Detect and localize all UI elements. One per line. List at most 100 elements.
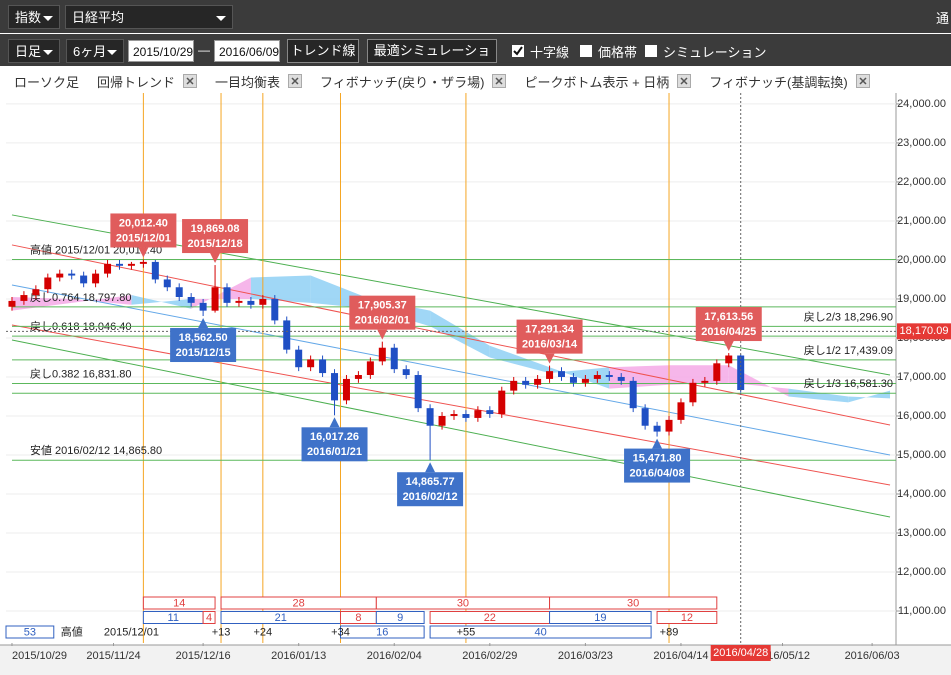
cycle-box xyxy=(375,611,425,624)
close-cross xyxy=(495,77,503,85)
candle-body xyxy=(199,302,207,311)
label-box xyxy=(182,219,249,254)
candle-body xyxy=(259,298,267,305)
close-cross xyxy=(291,77,299,85)
date-from[interactable]: 2015/10/29 xyxy=(128,40,194,62)
candle-body xyxy=(20,295,28,301)
candle-body xyxy=(366,361,374,376)
cloud xyxy=(250,275,311,303)
candle-body xyxy=(307,359,315,368)
tab-label: ピークボトム表示 + 日柄 xyxy=(524,74,670,90)
candle-body xyxy=(151,261,159,280)
candle-body xyxy=(235,300,243,303)
x-tick-label: 2016/02/04 xyxy=(367,650,422,662)
fib-label: 戻し1/2 17,439.09 xyxy=(804,344,893,357)
candle-body xyxy=(390,347,398,370)
label-box xyxy=(170,328,237,363)
tab-close[interactable] xyxy=(855,74,870,88)
regression-line xyxy=(11,339,891,518)
tab[interactable]: 回帰トレンド xyxy=(97,72,198,91)
candle-body xyxy=(271,298,279,321)
candle-body xyxy=(175,287,183,298)
cycle-text: 高値 xyxy=(61,624,83,638)
cycle-count: 19 xyxy=(594,612,606,624)
candle-body xyxy=(725,355,733,364)
tab[interactable]: フィボナッチ(基調転換) xyxy=(709,72,870,91)
close-icon xyxy=(291,77,299,85)
date-to[interactable]: 2016/06/09 xyxy=(214,40,280,62)
index-name[interactable]: 日経平均 xyxy=(65,5,233,29)
tab-label: フィボナッチ(基調転換) xyxy=(709,74,848,90)
tab-label: 回帰トレンド xyxy=(97,74,176,90)
cycle-count: 14 xyxy=(173,597,185,609)
cycle-count: 12 xyxy=(681,612,693,624)
cloud xyxy=(430,310,490,358)
tab[interactable]: ローソク足 xyxy=(14,72,79,91)
close-cross xyxy=(186,77,194,85)
x-tick-label: 2015/12/16 xyxy=(176,650,231,662)
market-type[interactable]: 指数 xyxy=(8,5,60,29)
checkbox-label: 価格帯 xyxy=(598,44,638,60)
label-box xyxy=(110,213,177,248)
cycle-text: +55 xyxy=(457,626,476,638)
tab-close[interactable] xyxy=(288,74,303,88)
check-mark xyxy=(513,46,523,56)
checkbox[interactable]: シミュレーション xyxy=(645,41,766,61)
close-cross xyxy=(859,77,867,85)
tab-label: フィボナッチ(戻り・ザラ場) xyxy=(320,74,485,90)
candle-body xyxy=(534,378,542,385)
checkbox[interactable]: 十字線 xyxy=(512,41,569,61)
candle-body xyxy=(68,273,76,276)
cycle-box xyxy=(656,611,718,624)
candle-body xyxy=(581,378,589,383)
label-pointer xyxy=(329,417,340,428)
candle-body xyxy=(462,414,470,418)
period-unit[interactable]: 日足 xyxy=(8,39,60,63)
candle-body xyxy=(546,371,554,379)
checkbox-box[interactable] xyxy=(580,45,592,57)
candle-body xyxy=(653,425,661,432)
range[interactable]: 6ヶ月 xyxy=(66,39,124,63)
tab[interactable]: フィボナッチ(戻り・ザラ場) xyxy=(320,72,507,91)
tab-label: 一目均衡表 xyxy=(215,74,281,90)
cycle-text: +34 xyxy=(331,626,350,638)
label-pointer xyxy=(210,253,221,264)
candle-body xyxy=(701,380,709,383)
checkbox-box[interactable] xyxy=(512,45,524,57)
checkbox[interactable]: 価格帯 xyxy=(580,41,637,61)
label-pointer xyxy=(544,353,555,364)
tab-close[interactable] xyxy=(183,74,198,88)
cycle-count: 9 xyxy=(397,612,403,624)
candle-body xyxy=(498,390,506,415)
label-value: 17,905.37 xyxy=(358,300,407,312)
label-pointer xyxy=(198,318,209,329)
button[interactable]: トレンド線 xyxy=(287,39,359,63)
label-value: 17,613.56 xyxy=(704,311,753,323)
cycle-box xyxy=(5,625,55,639)
tab-close[interactable] xyxy=(677,74,692,88)
x-tick-label: 2016/02/29 xyxy=(462,650,517,662)
label-value: 19,869.08 xyxy=(191,223,240,235)
tab[interactable]: 一目均衡表 xyxy=(215,72,303,91)
label-box xyxy=(516,319,583,354)
tab-close[interactable] xyxy=(492,74,507,88)
label-pointer xyxy=(723,341,734,352)
candle-body xyxy=(450,414,458,416)
y-tick-label: 15,000.00 xyxy=(897,449,946,461)
tab[interactable]: ピークボトム表示 + 日柄 xyxy=(524,72,692,91)
candle-body xyxy=(378,347,386,362)
candle-body xyxy=(139,261,147,264)
button[interactable]: 最適シミュレーション xyxy=(367,39,497,80)
candle-body xyxy=(223,287,231,303)
candle-body xyxy=(92,273,100,284)
cut-off[interactable]: 通 xyxy=(936,11,950,26)
candle-body xyxy=(665,419,673,432)
candle-body xyxy=(319,359,327,374)
checkbox-box[interactable] xyxy=(645,45,657,57)
x-tick-label: 2016/03/23 xyxy=(558,650,613,662)
y-tick-label: 22,000.00 xyxy=(897,176,946,188)
candle-body xyxy=(104,263,112,274)
label-box xyxy=(624,448,691,483)
fib-label: 戻し2/3 18,296.90 xyxy=(804,310,893,323)
y-tick-label: 13,000.00 xyxy=(897,527,946,539)
